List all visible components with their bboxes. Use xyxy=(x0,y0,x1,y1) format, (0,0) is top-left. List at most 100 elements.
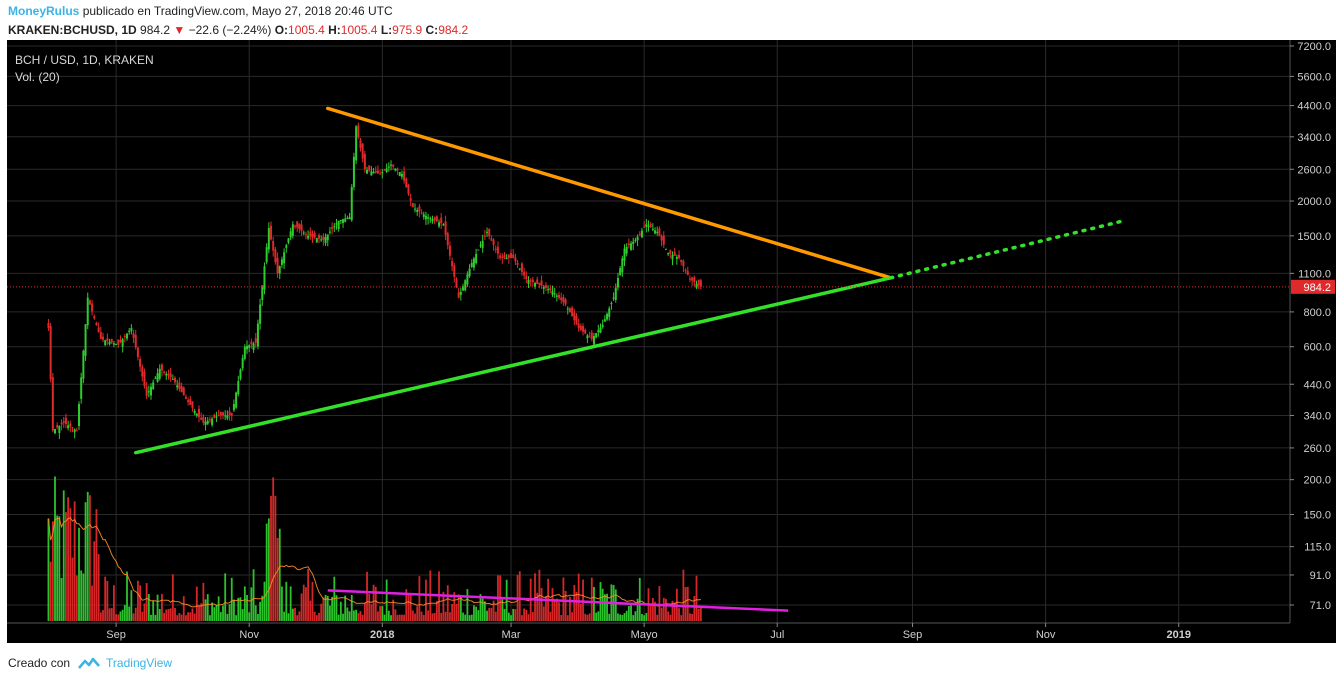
volume-bar xyxy=(171,574,174,621)
candle-body xyxy=(424,215,427,220)
volume-bar xyxy=(606,593,608,621)
candle-body xyxy=(667,253,670,255)
volume-bar xyxy=(566,615,569,621)
candle-body xyxy=(324,237,327,244)
candle-body xyxy=(510,253,513,258)
candle-body xyxy=(51,377,54,431)
volume-bar xyxy=(595,612,598,621)
candle-body xyxy=(691,277,694,281)
candle-body xyxy=(693,277,696,283)
candle-body xyxy=(418,206,421,212)
volume-bar xyxy=(372,584,375,621)
candle-body xyxy=(193,410,196,414)
price-tick-label: 4400.0 xyxy=(1297,101,1331,113)
volume-bar xyxy=(200,603,203,621)
volume-bar xyxy=(191,608,194,621)
volume-bar xyxy=(623,613,626,621)
candle-body xyxy=(555,295,558,297)
volume-bar xyxy=(56,515,59,621)
candle-body xyxy=(429,218,432,220)
volume-bar xyxy=(224,573,227,621)
volume-bar xyxy=(555,598,558,621)
candle-body xyxy=(455,279,458,288)
volume-trendline xyxy=(327,589,789,612)
candle-body xyxy=(219,412,222,416)
candle-body xyxy=(307,235,310,239)
volume-bar xyxy=(198,605,200,621)
candle-body xyxy=(612,297,615,299)
candle-body xyxy=(62,421,65,423)
volume-bar xyxy=(569,596,571,621)
volume-bar xyxy=(219,612,222,621)
candle-body xyxy=(584,329,587,334)
candle-body xyxy=(494,248,497,250)
volume-bar xyxy=(329,605,331,621)
volume-bar xyxy=(185,615,187,621)
volume-bar xyxy=(603,594,606,621)
candle-body xyxy=(542,286,545,289)
volume-bar xyxy=(656,614,659,621)
price-tick-label: 800.0 xyxy=(1303,307,1331,319)
candle-body xyxy=(302,232,305,234)
candle-body xyxy=(529,280,532,282)
candle-body xyxy=(84,324,87,356)
candle-body xyxy=(239,369,242,379)
volume-bar xyxy=(414,613,416,621)
volume-bar xyxy=(243,586,246,621)
volume-bar xyxy=(667,611,670,621)
candle-body xyxy=(121,339,124,347)
volume-bar xyxy=(383,614,386,621)
volume-bar xyxy=(108,608,111,621)
volume-bar xyxy=(123,604,126,621)
volume-bar xyxy=(296,615,299,621)
candle-body xyxy=(145,386,148,396)
author-username[interactable]: MoneyRulus xyxy=(8,4,80,18)
candle-body xyxy=(586,335,589,339)
candle-body xyxy=(106,338,109,342)
price-tick-label: 2000.0 xyxy=(1297,196,1331,208)
last-price: 984.2 xyxy=(140,23,171,37)
volume-bar xyxy=(488,607,491,621)
volume-bar xyxy=(521,615,523,621)
tradingview-logo-icon[interactable] xyxy=(78,656,100,670)
candle-body xyxy=(464,280,467,291)
candle-body xyxy=(348,217,351,219)
candle-body xyxy=(158,368,161,379)
candle-body xyxy=(298,223,301,230)
candle-body xyxy=(566,308,569,310)
candle-body xyxy=(304,234,307,236)
candle-body xyxy=(141,366,144,377)
tradingview-link[interactable]: TradingView xyxy=(106,656,173,670)
volume-bar xyxy=(230,577,233,621)
volume-bar xyxy=(178,612,181,621)
volume-bar xyxy=(632,615,635,621)
candle-body xyxy=(466,274,469,285)
candle-body xyxy=(331,227,334,229)
candle-body xyxy=(621,258,624,273)
volume-bar xyxy=(49,561,52,621)
candle-body xyxy=(647,225,650,227)
volume-bar xyxy=(272,477,275,621)
volume-bar xyxy=(167,609,170,621)
candle-body xyxy=(280,259,283,265)
candle-body xyxy=(472,258,475,268)
candle-body xyxy=(606,313,609,320)
candle-body xyxy=(108,341,111,345)
volume-bar xyxy=(483,601,486,621)
price-tick-label: 150.0 xyxy=(1303,509,1331,521)
candle-body xyxy=(263,266,266,290)
candle-body xyxy=(671,255,674,260)
candle-body xyxy=(150,386,153,396)
grid xyxy=(7,40,1290,623)
volume-bar xyxy=(65,512,67,621)
volume-bar xyxy=(435,601,438,621)
volume-bar xyxy=(573,585,576,621)
volume-bar xyxy=(584,613,587,621)
price-chart[interactable]: 7200.0 5600.0 4400.0 3400.0 2600.0 2000.0 1500… xyxy=(7,40,1336,643)
candle-body xyxy=(250,341,253,345)
candle-body xyxy=(400,174,403,177)
candle-body xyxy=(182,387,185,396)
chart-area[interactable]: 7200.0 5600.0 4400.0 3400.0 2600.0 2000.0 1500… xyxy=(7,40,1336,643)
candle-body xyxy=(558,294,561,298)
volume-bar xyxy=(51,521,54,621)
